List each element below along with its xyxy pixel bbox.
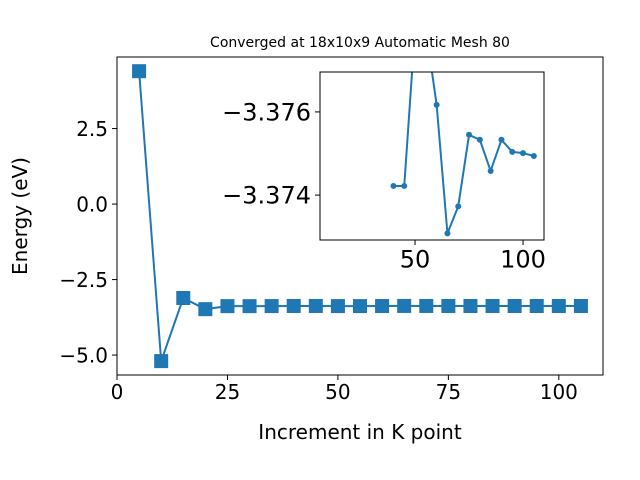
marker — [509, 148, 516, 155]
x-tick-label: 100 — [500, 246, 546, 274]
marker — [198, 302, 213, 317]
marker — [507, 299, 522, 314]
marker — [498, 136, 505, 143]
marker — [476, 136, 483, 143]
y-tick-label: −5.0 — [59, 343, 108, 367]
marker — [455, 203, 462, 210]
marker — [308, 298, 323, 313]
marker — [412, 26, 418, 32]
y-tick-label: 0.0 — [76, 192, 108, 216]
marker — [401, 182, 408, 189]
plot-area — [320, 72, 544, 240]
x-tick-label: 50 — [325, 380, 350, 404]
marker — [176, 290, 191, 305]
marker — [353, 299, 367, 314]
marker — [330, 299, 345, 314]
marker — [419, 298, 434, 313]
marker — [286, 298, 301, 313]
x-axis-label: Increment in K point — [258, 420, 462, 444]
plot-content — [390, 26, 537, 237]
y-tick-label: −2.5 — [59, 268, 108, 292]
x-tick-label: 100 — [540, 380, 578, 404]
marker — [397, 298, 412, 313]
y-tick-label: 2.5 — [76, 117, 108, 141]
marker — [220, 299, 235, 314]
marker — [264, 299, 279, 314]
marker — [529, 298, 544, 313]
y-tick-label: −3.376 — [222, 99, 311, 127]
marker — [444, 230, 451, 237]
axes-frame — [319, 71, 545, 241]
marker — [433, 101, 440, 108]
marker — [530, 153, 537, 159]
marker — [463, 299, 478, 314]
marker — [154, 354, 169, 369]
marker — [423, 26, 429, 32]
marker — [466, 131, 473, 138]
marker — [551, 298, 566, 313]
marker — [487, 167, 494, 174]
marker — [242, 299, 257, 314]
chart-title: Converged at 18x10x9 Automatic Mesh 80 — [210, 35, 510, 51]
marker — [485, 298, 500, 313]
y-tick-label: −3.374 — [222, 182, 311, 210]
x-tick-label: 0 — [111, 380, 124, 404]
marker — [441, 299, 456, 314]
marker — [573, 298, 588, 313]
x-tick-label: 75 — [436, 380, 461, 404]
marker — [520, 150, 527, 157]
y-axis-label: Energy (eV) — [8, 157, 32, 275]
axes-frame — [116, 56, 604, 376]
marker — [390, 182, 397, 189]
marker — [375, 299, 390, 314]
x-tick-label: 50 — [400, 246, 431, 274]
plot-content — [132, 64, 588, 369]
x-tick-label: 25 — [215, 380, 240, 404]
marker — [132, 64, 147, 79]
